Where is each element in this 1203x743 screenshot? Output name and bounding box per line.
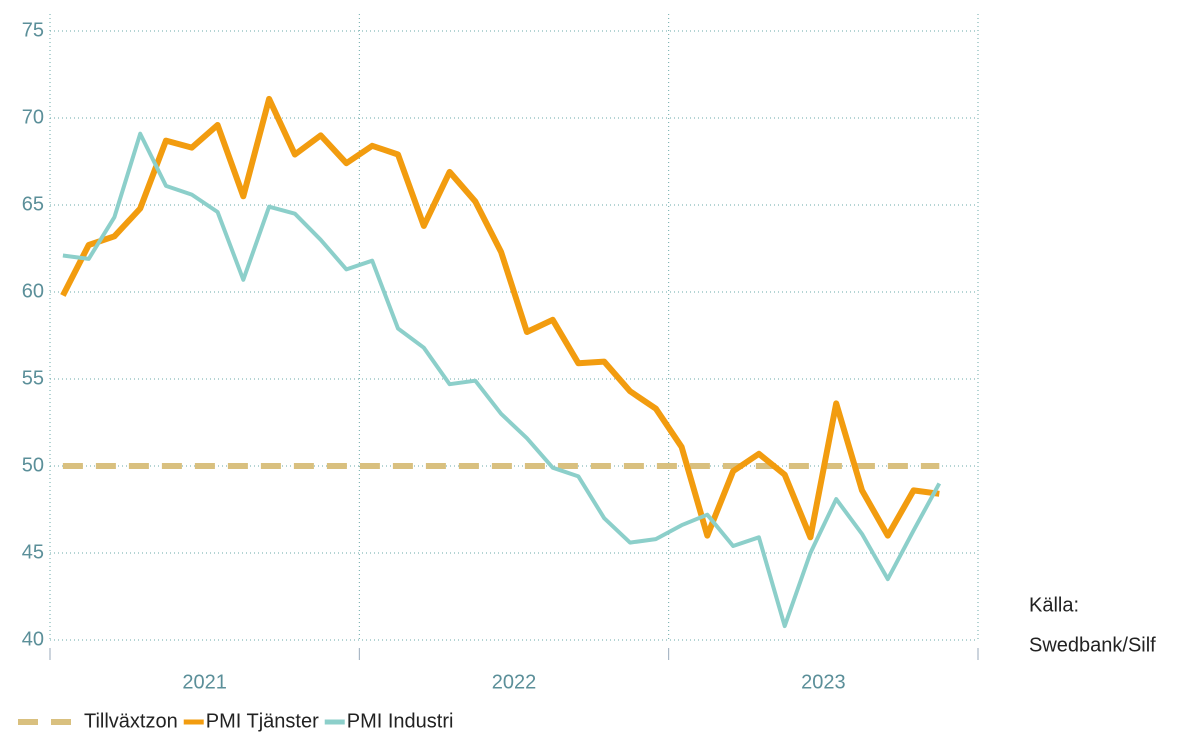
source-note: Swedbank/Silf — [1029, 634, 1156, 656]
legend-label: PMI Industri — [347, 710, 454, 732]
y-tick-label: 70 — [22, 106, 44, 128]
y-tick-label: 50 — [22, 454, 44, 476]
series-line — [60, 95, 940, 541]
y-tick-label: 75 — [22, 19, 44, 41]
source-note: Källa: — [1029, 594, 1079, 616]
y-tick-label: 45 — [22, 541, 44, 563]
y-tick-label: 60 — [22, 280, 44, 302]
y-tick-label: 55 — [22, 367, 44, 389]
x-tick-label: 2021 — [182, 671, 227, 693]
y-tick-label: 65 — [22, 193, 44, 215]
legend-label: Tillväxtzon — [84, 710, 178, 732]
y-tick-label: 40 — [22, 628, 44, 650]
x-tick-label: 2022 — [492, 671, 537, 693]
series-line — [62, 131, 942, 629]
legend-label: PMI Tjänster — [206, 710, 319, 732]
x-tick-label: 2023 — [801, 671, 846, 693]
